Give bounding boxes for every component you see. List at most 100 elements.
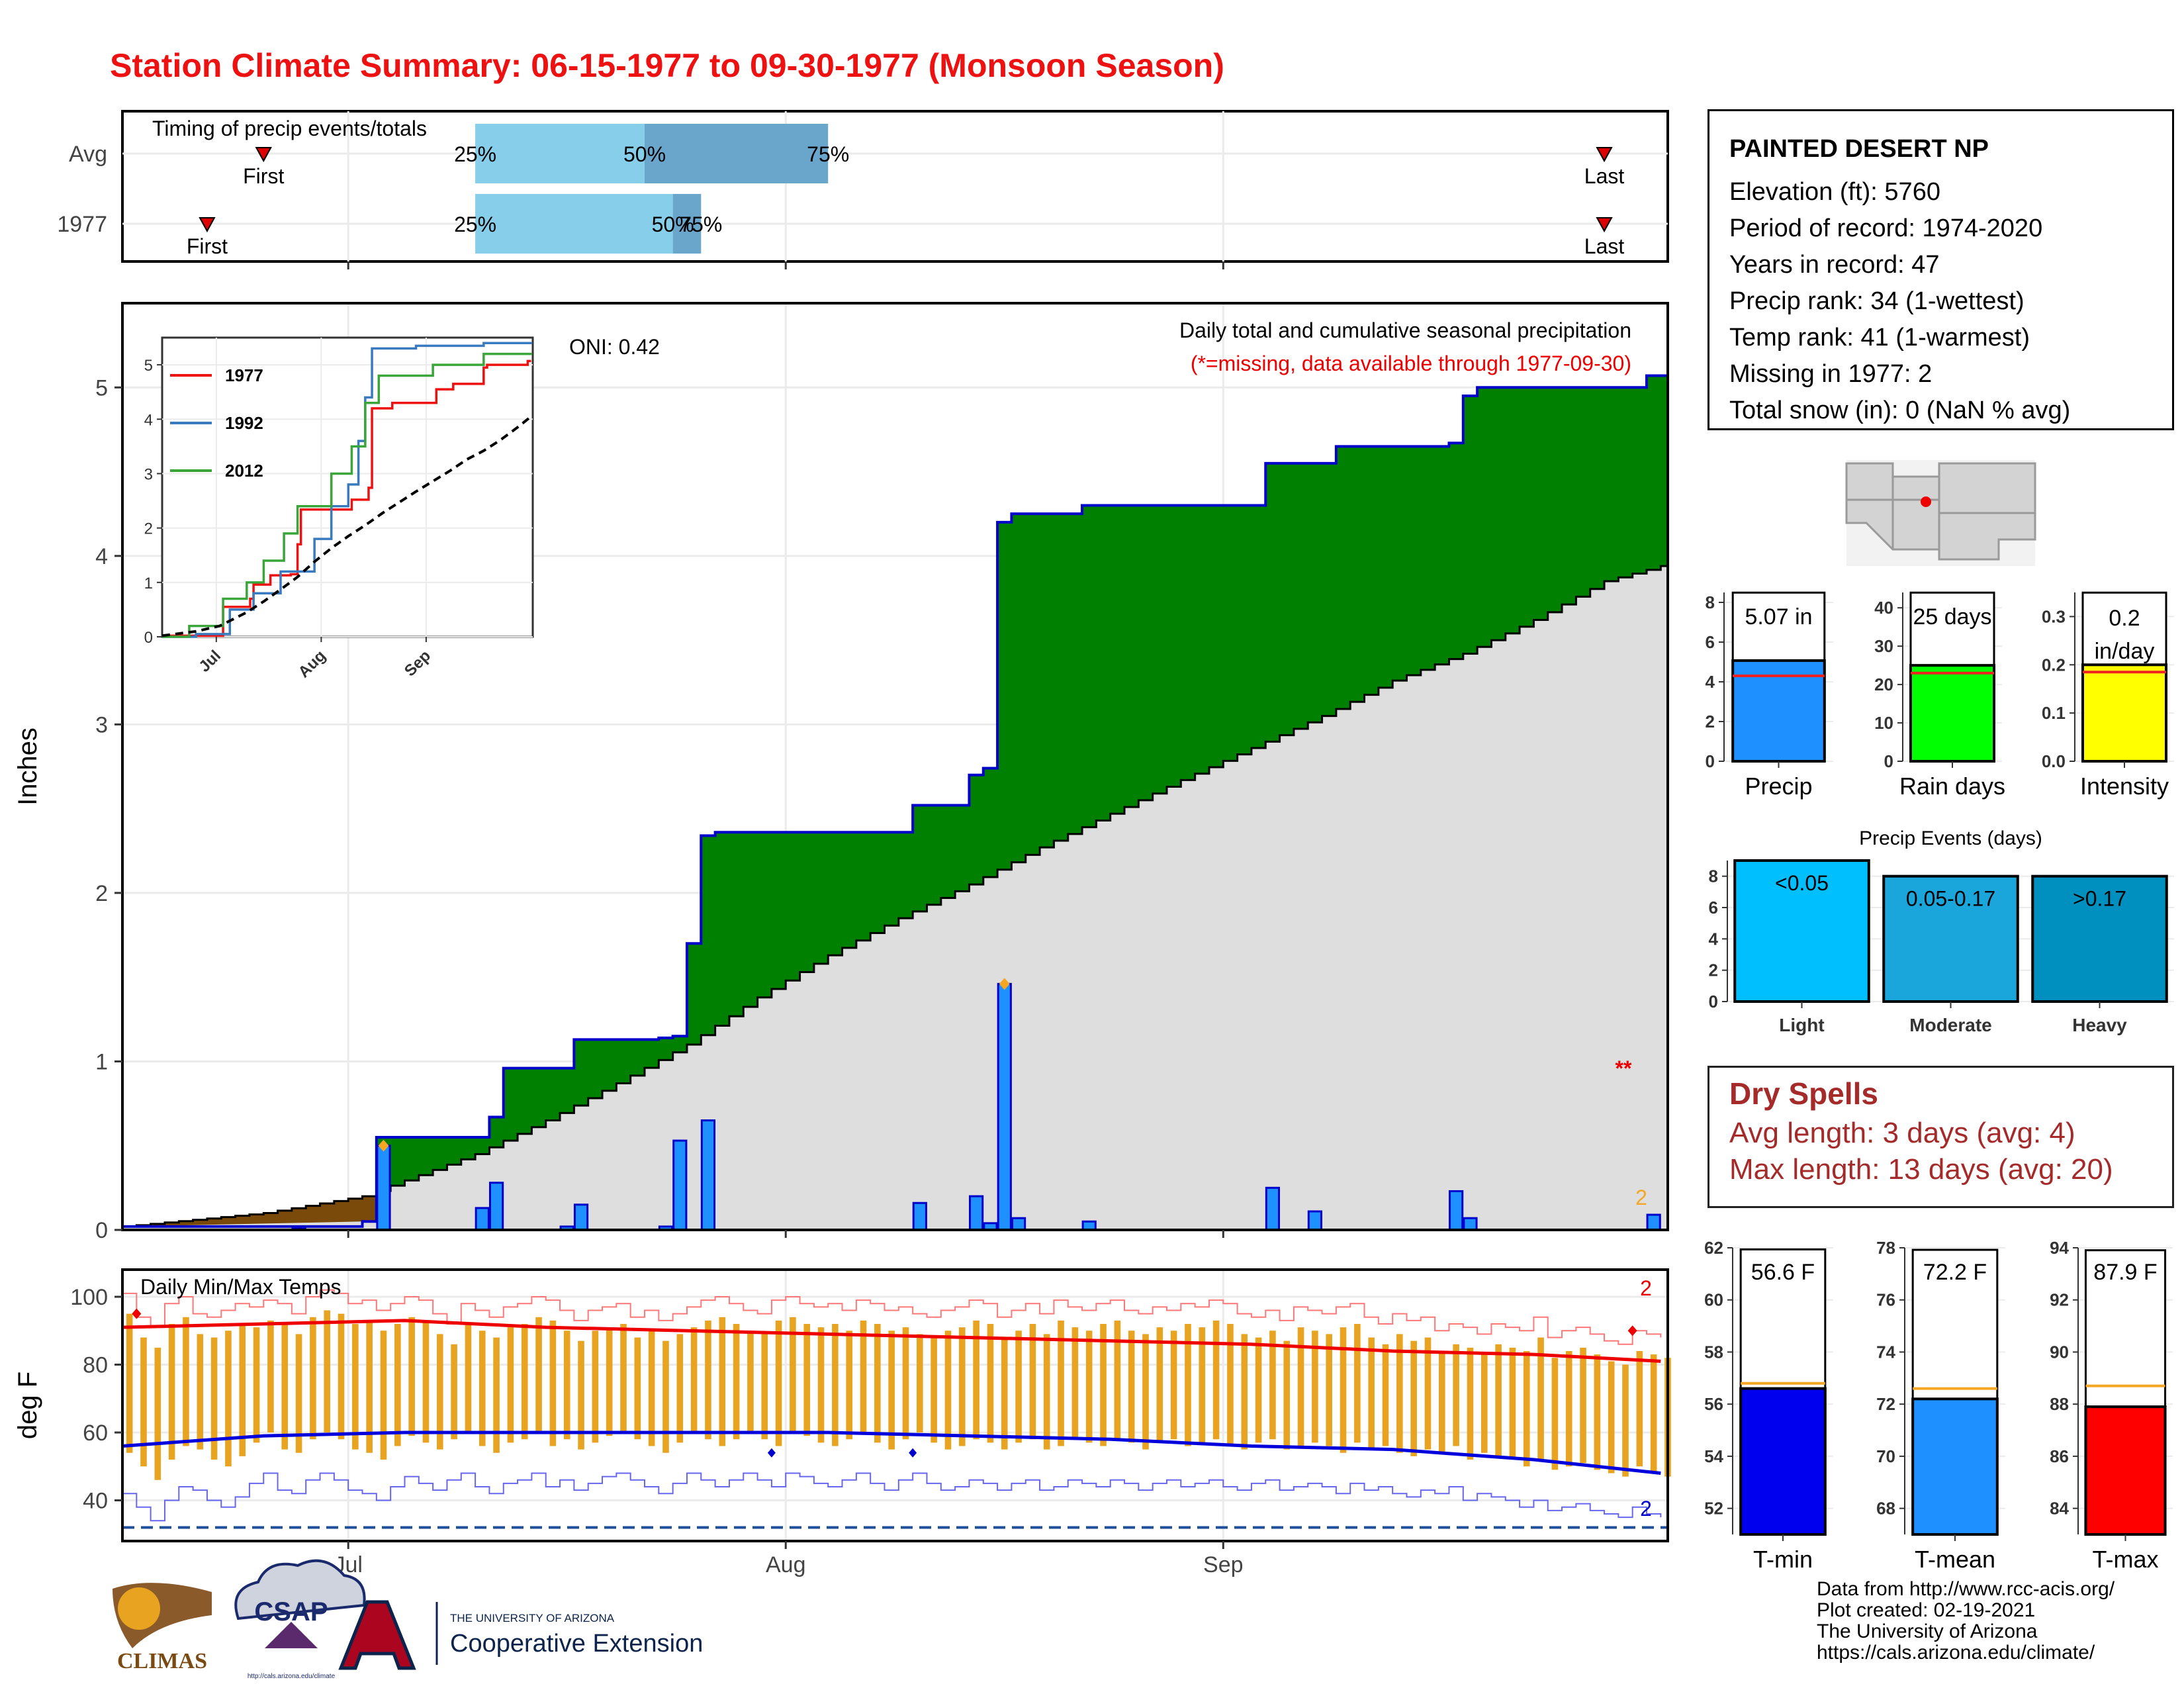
map-borders: [1846, 463, 2035, 559]
temp-y-tick-label: 40: [83, 1489, 108, 1514]
mini-value-unit: in/day: [2095, 639, 2155, 664]
mini-y-tick-label: 78: [1876, 1238, 1895, 1258]
timing-p25-label: 25%: [454, 142, 496, 166]
daily-temp-bar: [451, 1344, 457, 1440]
mini-y-tick-label: 86: [2050, 1446, 2069, 1466]
inset-legend-label: 1992: [225, 413, 263, 433]
y-tick-label: 1: [95, 1049, 108, 1074]
record-min-line: [122, 1472, 1662, 1522]
seasonal-stat-bars: 0 2 4 6 8 Precip 5.07 in 0 10 20 30 40 Rain days 25 d…: [1706, 591, 2174, 800]
daily-temp-bar: [606, 1327, 613, 1436]
daily-temp-bar: [310, 1317, 316, 1440]
mini-y-tick-label: 60: [1704, 1290, 1723, 1310]
daily-temp-bar: [832, 1324, 839, 1446]
avg-cumulative-area: [122, 566, 1668, 1230]
main-frame: [121, 302, 1669, 1231]
daily-temp-bar: [1368, 1337, 1375, 1450]
mini-value-label: 87.9 F: [2093, 1260, 2157, 1285]
daily-temp-bar: [578, 1340, 584, 1450]
station-location-marker: [1921, 496, 1931, 507]
dry-spells-avg: Avg length: 3 days (avg: 4): [1729, 1117, 2075, 1149]
daily-temp-bar: [1156, 1327, 1163, 1443]
y-axis-title: Inches: [13, 727, 42, 806]
daily-temp-bar: [281, 1324, 289, 1450]
daily-temp-bar: [408, 1317, 415, 1436]
daily-temp-bar: [521, 1324, 528, 1440]
daily-temp-bar: [549, 1320, 557, 1446]
footer-line: https://cals.arizona.edu/climate/: [1817, 1642, 2095, 1664]
mini-category-label: Intensity: [2080, 773, 2169, 800]
daily-temp-bar: [324, 1310, 330, 1432]
daily-temp-bar: [1424, 1337, 1432, 1450]
station-line: Missing in 1977: 2: [1729, 360, 1933, 388]
ua-extension: Cooperative Extension: [450, 1630, 703, 1658]
record-marker: [378, 1139, 389, 1152]
temp-y-axis-title: deg F: [13, 1372, 42, 1439]
mini-y-tick-label: 56: [1704, 1394, 1723, 1414]
daily-temp-bar: [1509, 1347, 1516, 1460]
mini-y-tick-label: 0.2: [2042, 655, 2066, 675]
mini-value-bar: [1911, 1397, 1999, 1536]
mini-y-tick-label: 20: [1874, 675, 1893, 694]
dry-spells-title: Dry Spells: [1729, 1076, 1878, 1111]
daily-precip-bar: [912, 1201, 927, 1231]
daily-temp-bar: [860, 1320, 867, 1432]
daily-temp-bar: [1551, 1358, 1559, 1470]
daily-temp-bar: [126, 1313, 133, 1453]
daily-temp-bar: [1058, 1320, 1064, 1446]
mini-value-label: 25 days: [1913, 604, 1991, 630]
daily-temp-bar: [817, 1327, 825, 1443]
events-y-tick-label: 4: [1709, 929, 1719, 949]
csap-logo-text: CSAP: [254, 1597, 328, 1626]
events-y-tick-label: 8: [1709, 867, 1718, 886]
daily-temp-bar: [1297, 1327, 1304, 1446]
daily-temp-bar: [1340, 1327, 1347, 1453]
station-info-box: PAINTED DESERT NP Elevation (ft): 5760 P…: [1707, 109, 2174, 430]
daily-temp-bar: [634, 1337, 641, 1440]
daily-temp-bar: [733, 1324, 740, 1440]
daily-temp-bar: [366, 1320, 373, 1453]
mini-label-box: [1911, 1248, 1999, 1400]
temperature-panel: 40 60 80 100 Daily Min/Max Temps deg F 2 2: [13, 1268, 1671, 1542]
timing-p50-label: 50%: [652, 212, 694, 236]
daily-temp-bar: [987, 1324, 994, 1443]
avg-max-line: [122, 1319, 1661, 1363]
timing-marker: [199, 217, 216, 233]
pre-season-deficit-area: [122, 1191, 377, 1227]
inset-series-line: [162, 359, 531, 637]
daily-temp-bar: [662, 1340, 669, 1453]
oni-label: ONI: 0.42: [569, 335, 660, 359]
mini-category-label: Rain days: [1899, 773, 2005, 800]
timing-marker-label: First: [243, 164, 284, 188]
inset-y-tick-label: 3: [144, 465, 153, 483]
daily-temp-bar: [1185, 1324, 1191, 1446]
station-line: Elevation (ft): 5760: [1729, 178, 1940, 206]
mini-y-tick-label: 0.1: [2042, 703, 2066, 723]
footer-credits: Data from http://www.rcc-acis.org/ Plot …: [1817, 1579, 2115, 1664]
y-tick-label: 0: [95, 1218, 108, 1243]
ua-name: THE UNIVERSITY OF ARIZONA: [450, 1612, 615, 1624]
inset-legend-label: 1977: [225, 365, 263, 385]
daily-temp-bar: [239, 1324, 246, 1456]
climas-logo-text: CLIMAS: [117, 1649, 207, 1673]
daily-temp-bar: [944, 1331, 952, 1450]
mini-value-bar: [2081, 663, 2167, 763]
events-y-tick-label: 6: [1709, 898, 1718, 917]
daily-temp-bar: [394, 1324, 401, 1446]
station-line: Temp rank: 41 (1-warmest): [1729, 324, 2030, 352]
daily-temp-bar: [535, 1317, 542, 1432]
daily-temp-bar: [931, 1337, 937, 1443]
daily-precip-bar: [1449, 1190, 1464, 1231]
mini-value-bar: [1739, 1387, 1827, 1536]
station-line: Period of record: 1974-2020: [1729, 214, 2043, 242]
daily-temp-bar: [210, 1337, 218, 1460]
surplus-area: [376, 375, 1668, 1222]
daily-temp-bar: [507, 1327, 514, 1443]
mini-y-tick-label: 90: [2050, 1342, 2069, 1362]
mini-y-tick-label: 8: [1706, 592, 1715, 612]
daily-temp-bar: [917, 1334, 923, 1432]
timing-marker-label: Last: [1584, 234, 1625, 258]
daily-temp-bar: [1085, 1331, 1093, 1443]
